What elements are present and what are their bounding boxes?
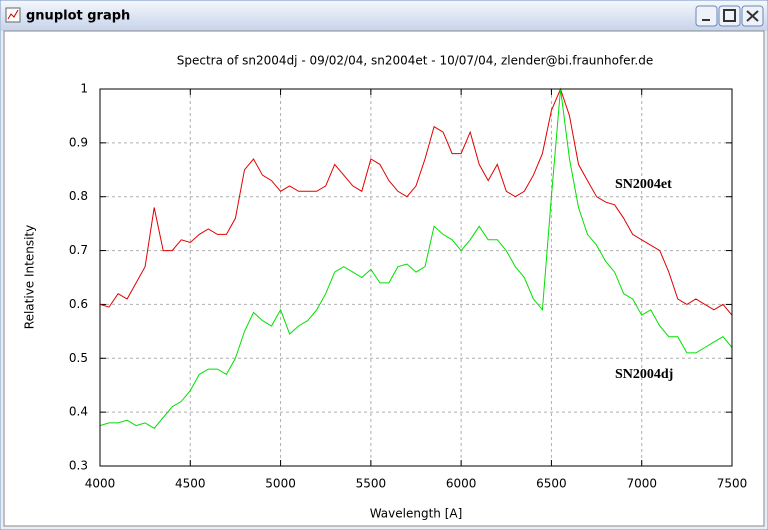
y-tick-label: 0.8 <box>69 189 88 203</box>
chart-title: Spectra of sn2004dj - 09/02/04, sn2004et… <box>177 54 653 68</box>
maximize-button[interactable] <box>718 5 741 27</box>
series-line <box>99 88 733 429</box>
x-tick-label: 5000 <box>265 477 296 491</box>
y-tick-label: 0.4 <box>69 405 88 419</box>
series-line <box>99 87 733 316</box>
x-tick-label: 6500 <box>536 477 567 491</box>
y-tick-label: 0.5 <box>69 351 88 365</box>
y-tick-label: 1 <box>80 82 88 96</box>
x-tick-label: 4500 <box>175 477 206 491</box>
app-icon <box>5 7 21 23</box>
y-axis-label: Relative Intensity <box>23 225 37 329</box>
minimize-button[interactable] <box>695 5 718 27</box>
series-label: SN2004et <box>615 177 672 192</box>
x-axis-label: Wavelength [A] <box>370 507 463 521</box>
x-tick-label: 7000 <box>626 477 657 491</box>
y-tick-label: 0.9 <box>69 135 88 149</box>
y-tick-label: 0.6 <box>69 297 88 311</box>
close-button[interactable] <box>741 5 764 27</box>
x-tick-label: 5500 <box>356 477 387 491</box>
x-tick-label: 7500 <box>717 477 748 491</box>
window-title: gnuplot graph <box>26 9 130 24</box>
x-tick-label: 4000 <box>85 477 116 491</box>
title-bar <box>1 1 767 31</box>
app-icon-glyph <box>7 9 19 20</box>
plot-canvas <box>3 30 765 527</box>
x-tick-label: 6000 <box>446 477 477 491</box>
y-tick-label: 0.7 <box>69 243 88 257</box>
y-tick-label: 0.3 <box>69 459 88 473</box>
series-label: SN2004dj <box>615 367 673 382</box>
plot-border <box>99 88 733 467</box>
